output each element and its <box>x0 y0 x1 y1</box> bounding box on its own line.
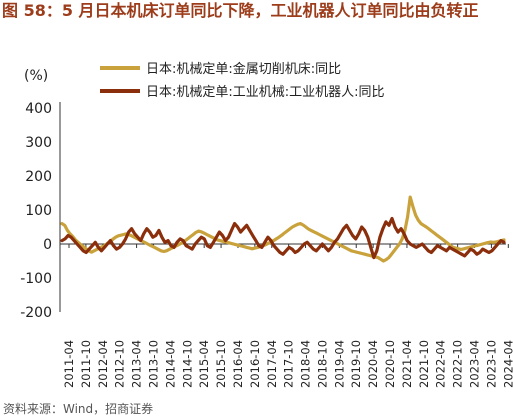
x-tick-label: 2012-10 <box>113 340 127 388</box>
y-axis-label: (%) <box>24 68 48 84</box>
x-tick-label: 2021-04 <box>400 340 414 388</box>
x-tick-label: 2014-10 <box>180 340 194 388</box>
x-tick-label: 2012-04 <box>96 340 110 388</box>
x-tick-label: 2018-10 <box>315 340 329 388</box>
x-tick-label: 2017-10 <box>282 340 296 388</box>
x-axis-ticks: 2011-04 2011-10 2012-04 2012-10 2013-04 2013-… <box>62 244 513 388</box>
y-tick-label: 300 <box>25 135 52 151</box>
source-note: 资料来源：Wind，招商证券 <box>3 402 154 416</box>
series-group <box>60 195 506 263</box>
y-axis-ticks: -200 -100 0 100 200 300 400 <box>20 101 52 321</box>
figure-number: 图 58： <box>2 1 62 20</box>
x-tick-label: 2019-04 <box>332 340 346 388</box>
series-line-1 <box>60 195 506 263</box>
x-tick-label: 2016-10 <box>248 340 262 388</box>
x-tick-label: 2016-04 <box>231 340 245 388</box>
x-tick-label: 2023-04 <box>468 340 482 388</box>
legend-label-2: 日本:机械定单:工业机械:工业机器人:同比 <box>146 85 385 100</box>
y-tick-label: -200 <box>20 305 52 321</box>
y-tick-label: 0 <box>43 237 52 253</box>
x-tick-label: 2015-10 <box>214 340 228 388</box>
x-tick-label: 2013-04 <box>130 340 144 388</box>
x-tick-label: 2017-04 <box>265 340 279 388</box>
y-tick-label: -100 <box>20 271 52 287</box>
x-tick-label: 2020-10 <box>383 340 397 388</box>
y-tick-label: 400 <box>25 101 52 117</box>
x-tick-label: 2018-04 <box>299 340 313 388</box>
y-tick-label: 100 <box>25 203 52 219</box>
x-tick-label: 2024-04 <box>501 340 513 388</box>
x-tick-label: 2015-04 <box>197 340 211 388</box>
line-chart: (%) -200 -100 0 100 200 300 400 2011-04 2011-10… <box>20 61 513 388</box>
axes <box>59 102 506 312</box>
figure-title: 图 58：5 月日本机床订单同比下降，工业机器人订单同比由负转正 <box>2 0 512 22</box>
figure-title-text: 5 月日本机床订单同比下降，工业机器人订单同比由负转正 <box>61 1 479 20</box>
x-tick-label: 2020-04 <box>366 340 380 388</box>
x-tick-label: 2019-10 <box>349 340 363 388</box>
x-tick-label: 2014-04 <box>163 340 177 388</box>
x-tick-label: 2011-04 <box>62 340 76 388</box>
x-tick-label: 2022-10 <box>451 340 465 388</box>
x-tick-label: 2013-10 <box>146 340 160 388</box>
x-tick-label: 2022-04 <box>434 340 448 388</box>
y-tick-label: 200 <box>25 169 52 185</box>
series-line-2 <box>60 216 506 260</box>
x-tick-label: 2023-10 <box>484 340 498 388</box>
x-tick-label: 2021-10 <box>417 340 431 388</box>
x-tick-label: 2011-10 <box>79 340 93 388</box>
legend-label-1: 日本:机械定单:金属切削机床:同比 <box>146 61 341 77</box>
